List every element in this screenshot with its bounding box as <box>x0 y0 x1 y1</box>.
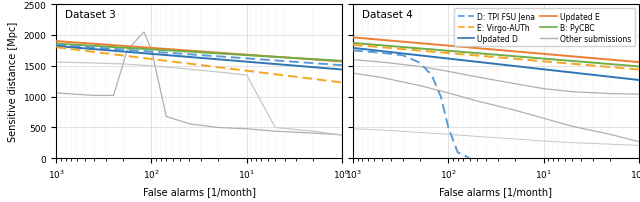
X-axis label: False alarms [1/month]: False alarms [1/month] <box>440 186 552 196</box>
Text: Dataset 3: Dataset 3 <box>65 10 116 20</box>
Text: Dataset 4: Dataset 4 <box>362 10 413 20</box>
Legend: D: TPI FSU Jena, E: Virgo-AUTh, Updated D, Updated E, B: PyCBC, Other submission: D: TPI FSU Jena, E: Virgo-AUTh, Updated … <box>454 9 635 47</box>
X-axis label: False alarms [1/month]: False alarms [1/month] <box>143 186 255 196</box>
Y-axis label: Sensitive distance [Mpc]: Sensitive distance [Mpc] <box>8 22 18 142</box>
